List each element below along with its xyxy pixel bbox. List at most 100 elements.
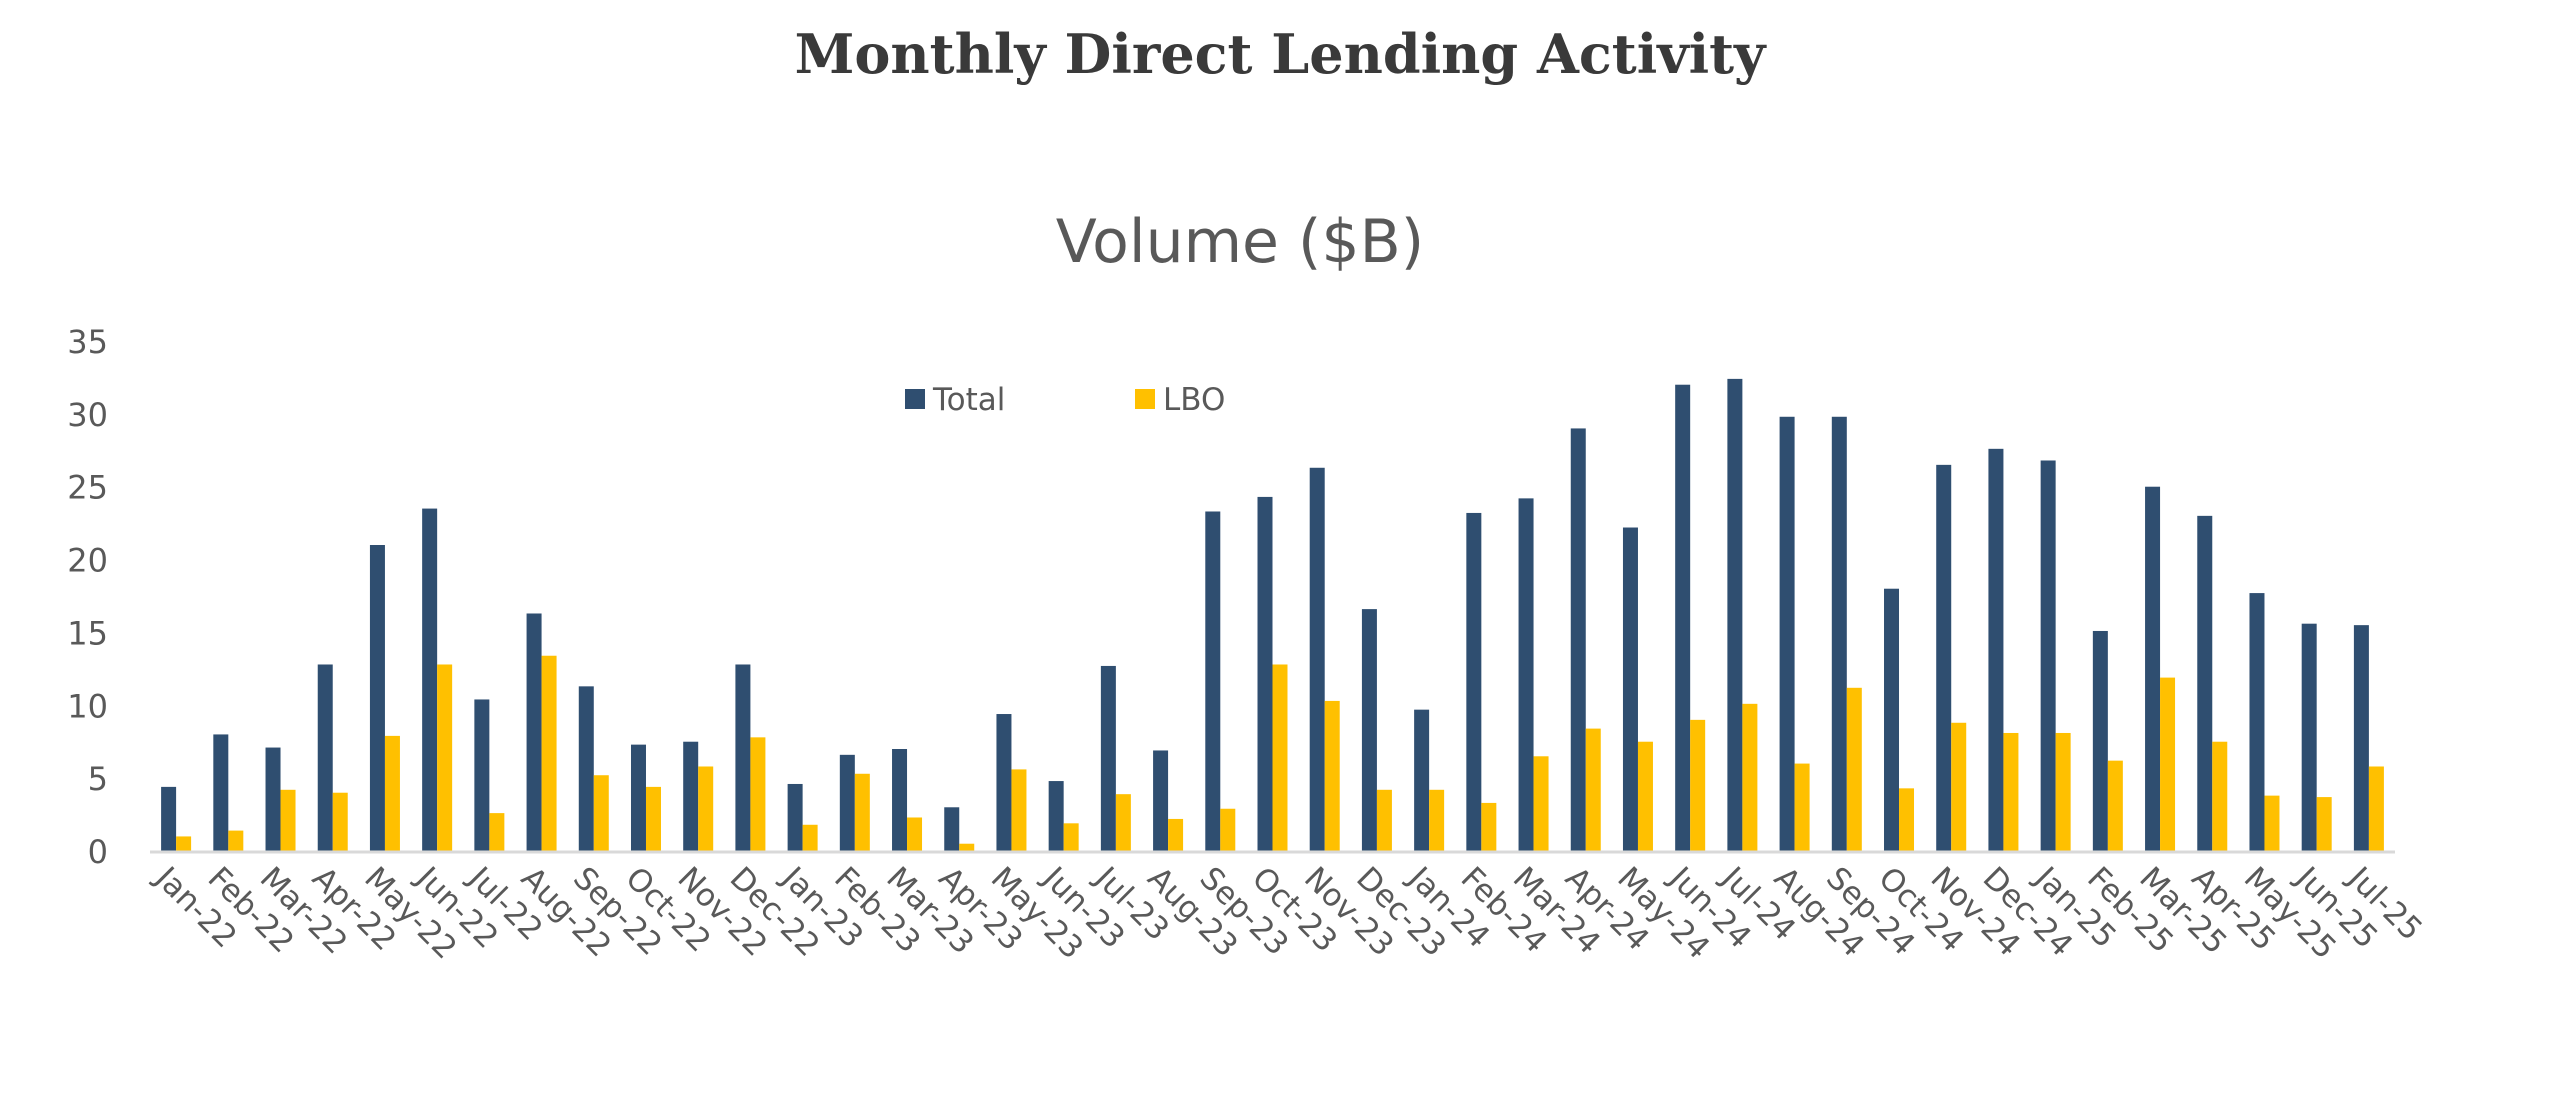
y-tick-label: 25 (67, 469, 108, 507)
bar-total-jul-22 (474, 699, 490, 851)
bar-total-sep-22 (578, 686, 594, 851)
bar-total-jan-25 (2040, 460, 2056, 851)
bar-total-oct-24 (1884, 588, 1900, 851)
bar-total-aug-24 (1779, 416, 1795, 851)
bar-total-nov-24 (1936, 464, 1952, 851)
bar-total-apr-23 (944, 807, 960, 851)
bar-lbo-jun-25 (2316, 797, 2332, 851)
bar-lbo-nov-24 (1951, 722, 1967, 851)
bar-lbo-aug-22 (541, 655, 557, 851)
bar-total-apr-25 (2197, 515, 2213, 851)
bar-total-sep-24 (1831, 416, 1847, 851)
bar-lbo-may-22 (384, 735, 400, 851)
bar-total-nov-22 (683, 741, 699, 851)
bar-lbo-aug-24 (1794, 763, 1810, 851)
bar-total-aug-22 (526, 613, 542, 851)
bar-lbo-feb-23 (854, 773, 870, 851)
bar-total-feb-23 (839, 754, 855, 851)
bar-lbo-sep-23 (1220, 808, 1236, 851)
bar-total-sep-23 (1205, 511, 1221, 851)
bar-lbo-mar-23 (907, 817, 923, 851)
bar-lbo-mar-22 (280, 789, 296, 851)
bar-total-nov-23 (1309, 467, 1325, 851)
bar-total-dec-23 (1361, 609, 1377, 851)
bar-lbo-jul-25 (2368, 766, 2384, 851)
bar-lbo-feb-25 (2107, 760, 2123, 851)
y-tick-label: 30 (67, 396, 108, 434)
y-tick-label: 5 (88, 760, 108, 798)
bar-lbo-aug-23 (1168, 818, 1184, 851)
bar-total-may-22 (369, 545, 385, 851)
bar-total-jul-23 (1100, 665, 1116, 851)
bar-total-apr-22 (317, 664, 333, 851)
bar-total-apr-24 (1570, 428, 1586, 851)
bar-total-aug-23 (1153, 750, 1169, 851)
bar-lbo-jul-23 (1115, 794, 1131, 851)
bar-total-feb-25 (2092, 630, 2108, 851)
bar-lbo-nov-22 (698, 766, 714, 851)
bar-total-mar-24 (1518, 498, 1534, 851)
bar-lbo-jan-25 (2055, 732, 2071, 851)
bar-lbo-oct-24 (1899, 788, 1915, 851)
bar-lbo-sep-22 (593, 775, 609, 851)
bar-total-jan-22 (161, 786, 177, 851)
bar-total-may-25 (2249, 593, 2265, 851)
bar-total-jan-23 (787, 783, 803, 851)
bar-total-feb-22 (213, 734, 229, 851)
bar-total-mar-25 (2145, 486, 2161, 851)
bar-total-jul-24 (1727, 378, 1743, 851)
legend-label-total: Total (932, 382, 1005, 418)
bar-lbo-jun-24 (1690, 719, 1706, 851)
y-tick-label: 35 (67, 323, 108, 361)
y-tick-label: 10 (67, 687, 108, 725)
bar-lbo-jan-24 (1429, 789, 1445, 851)
legend-swatch-total (905, 389, 925, 409)
bar-total-dec-22 (735, 664, 751, 851)
y-tick-label: 0 (88, 833, 108, 871)
bar-lbo-dec-24 (2003, 732, 2019, 851)
legend-swatch-lbo (1135, 389, 1155, 409)
bar-total-jul-25 (2353, 625, 2369, 851)
bar-lbo-feb-22 (228, 830, 244, 851)
legend-label-lbo: LBO (1163, 382, 1225, 418)
bar-lbo-feb-24 (1481, 802, 1497, 851)
y-tick-label: 20 (67, 542, 108, 580)
page-title: Monthly Direct Lending Activity (794, 22, 1766, 86)
bar-lbo-jul-22 (489, 813, 505, 851)
y-axis: 0 5 10 15 20 25 30 35 (67, 323, 108, 871)
bar-lbo-jun-23 (1063, 823, 1079, 851)
bar-lbo-jan-22 (176, 836, 192, 851)
bar-lbo-apr-25 (2212, 741, 2228, 851)
chart-title: Volume ($B) (1056, 207, 1424, 277)
bar-lbo-may-25 (2264, 795, 2280, 851)
bar-lbo-apr-24 (1585, 728, 1601, 851)
bar-total-mar-23 (892, 749, 908, 851)
bar-lbo-jan-23 (802, 824, 818, 851)
bar-total-jan-24 (1414, 709, 1430, 851)
bar-total-jun-22 (422, 508, 438, 851)
bar-lbo-dec-23 (1376, 789, 1392, 851)
bar-lbo-mar-25 (2160, 677, 2176, 851)
bar-total-may-24 (1622, 527, 1638, 851)
bar-total-jun-24 (1675, 384, 1691, 851)
bar-lbo-oct-23 (1272, 664, 1288, 851)
bar-total-oct-23 (1257, 496, 1273, 851)
legend: Total LBO (905, 382, 1225, 418)
bar-total-dec-24 (1988, 448, 2004, 851)
bar-lbo-oct-22 (645, 786, 661, 851)
bar-lbo-sep-24 (1846, 687, 1862, 851)
bar-total-jun-25 (2301, 623, 2317, 851)
bar-total-mar-22 (265, 747, 281, 851)
bar-total-feb-24 (1466, 512, 1482, 851)
bar-lbo-jul-24 (1742, 703, 1758, 851)
bar-total-oct-22 (630, 744, 646, 851)
bar-total-jun-23 (1048, 781, 1064, 851)
bar-lbo-nov-23 (1324, 700, 1340, 851)
bar-lbo-may-24 (1637, 741, 1653, 851)
bar-lbo-mar-24 (1533, 756, 1549, 851)
bar-lbo-apr-22 (332, 792, 348, 851)
bar-lbo-apr-23 (959, 843, 975, 851)
bars (161, 378, 2384, 851)
bar-lbo-jun-22 (437, 664, 453, 851)
